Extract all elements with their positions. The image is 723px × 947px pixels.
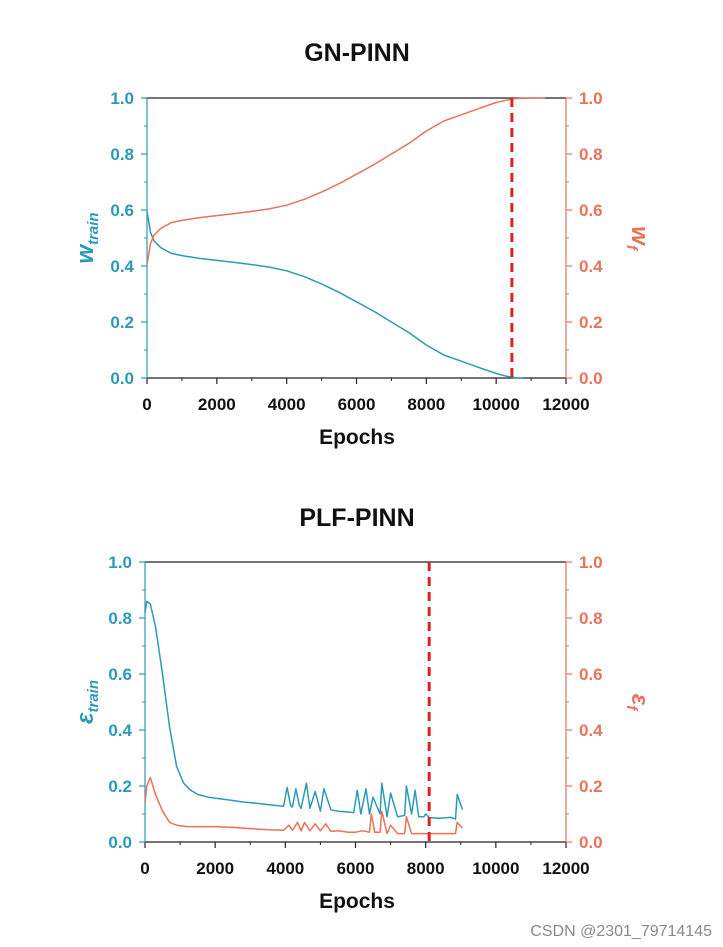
x-tick-label: 4000 — [268, 395, 306, 414]
series-line-ε_train — [144, 600, 464, 820]
x-tick-label: 0 — [140, 859, 149, 878]
axes: 0 2000 4000 6000 8000 10000 12000 0.0 0.0 0.2 0.2 0… — [108, 553, 603, 878]
gn-pinn-chart: GN-PINN 0 2000 4000 6000 8000 10000 12000 0.0 0.… — [72, 39, 653, 449]
x-tick-label: 12000 — [542, 395, 589, 414]
watermark: CSDN @2301_79714145 — [530, 923, 712, 940]
y-left-tick-label: 0.4 — [108, 721, 132, 740]
x-tick-label: 8000 — [407, 859, 445, 878]
y-left-tick-label: 0.0 — [110, 369, 134, 388]
axes: 0 2000 4000 6000 8000 10000 12000 0.0 0.0 0.2 0.2 0… — [110, 89, 603, 414]
y-left-base: w — [72, 244, 99, 264]
y-right-tick-label: 0.6 — [579, 201, 603, 220]
x-tick-label: 2000 — [196, 859, 234, 878]
x-tick-label: 2000 — [198, 395, 236, 414]
y-left-tick-label: 0.2 — [110, 313, 134, 332]
x-tick-label: 10000 — [472, 859, 519, 878]
series-line-w_train — [146, 211, 525, 379]
y-axis-left-label: wtrain — [72, 212, 102, 263]
chart-title: PLF-PINN — [299, 504, 414, 532]
y-right-tick-label: 0.6 — [579, 665, 603, 684]
y-right-sub: f — [623, 705, 640, 712]
y-right-sub: f — [623, 245, 640, 252]
y-right-tick-label: 0.2 — [579, 313, 603, 332]
y-left-sub: train — [85, 212, 102, 245]
series-line-ε_f — [144, 776, 464, 835]
y-left-tick-label: 0.4 — [110, 257, 134, 276]
y-left-tick-label: 1.0 — [110, 89, 134, 108]
y-left-tick-label: 0.8 — [108, 609, 132, 628]
series-line-w_f — [146, 97, 545, 265]
x-tick-label: 6000 — [338, 395, 376, 414]
x-axis-label: Epochs — [319, 890, 395, 913]
series-group — [144, 562, 464, 842]
y-right-base: ε — [626, 694, 653, 706]
y-right-tick-label: 1.0 — [579, 553, 603, 572]
y-right-tick-label: 0.4 — [579, 257, 603, 276]
y-right-tick-label: 0.4 — [579, 721, 603, 740]
y-left-tick-label: 0.2 — [108, 777, 132, 796]
y-left-base: ε — [72, 712, 99, 724]
y-left-tick-label: 0.6 — [110, 201, 134, 220]
y-left-tick-label: 1.0 — [108, 553, 132, 572]
x-tick-label: 12000 — [542, 859, 589, 878]
y-right-tick-label: 0.0 — [579, 369, 603, 388]
y-right-tick-label: 1.0 — [579, 89, 603, 108]
x-tick-label: 10000 — [473, 395, 520, 414]
y-right-tick-label: 0.8 — [579, 609, 603, 628]
y-left-tick-label: 0.8 — [110, 145, 134, 164]
y-left-sub: train — [85, 680, 102, 713]
y-right-tick-label: 0.2 — [579, 777, 603, 796]
chart-title: GN-PINN — [304, 39, 410, 67]
x-axis-label: Epochs — [319, 426, 395, 449]
series-group — [146, 97, 545, 379]
x-tick-label: 0 — [142, 395, 151, 414]
x-tick-label: 8000 — [407, 395, 445, 414]
y-axis-right-label: εf — [623, 694, 653, 712]
y-axis-right-label: wf — [623, 226, 653, 252]
y-right-base: w — [626, 226, 653, 246]
x-tick-label: 6000 — [337, 859, 375, 878]
y-left-tick-label: 0.6 — [108, 665, 132, 684]
y-right-tick-label: 0.0 — [579, 833, 603, 852]
y-right-tick-label: 0.8 — [579, 145, 603, 164]
y-left-tick-label: 0.0 — [108, 833, 132, 852]
y-axis-left-label: εtrain — [72, 680, 102, 724]
x-tick-label: 4000 — [266, 859, 304, 878]
